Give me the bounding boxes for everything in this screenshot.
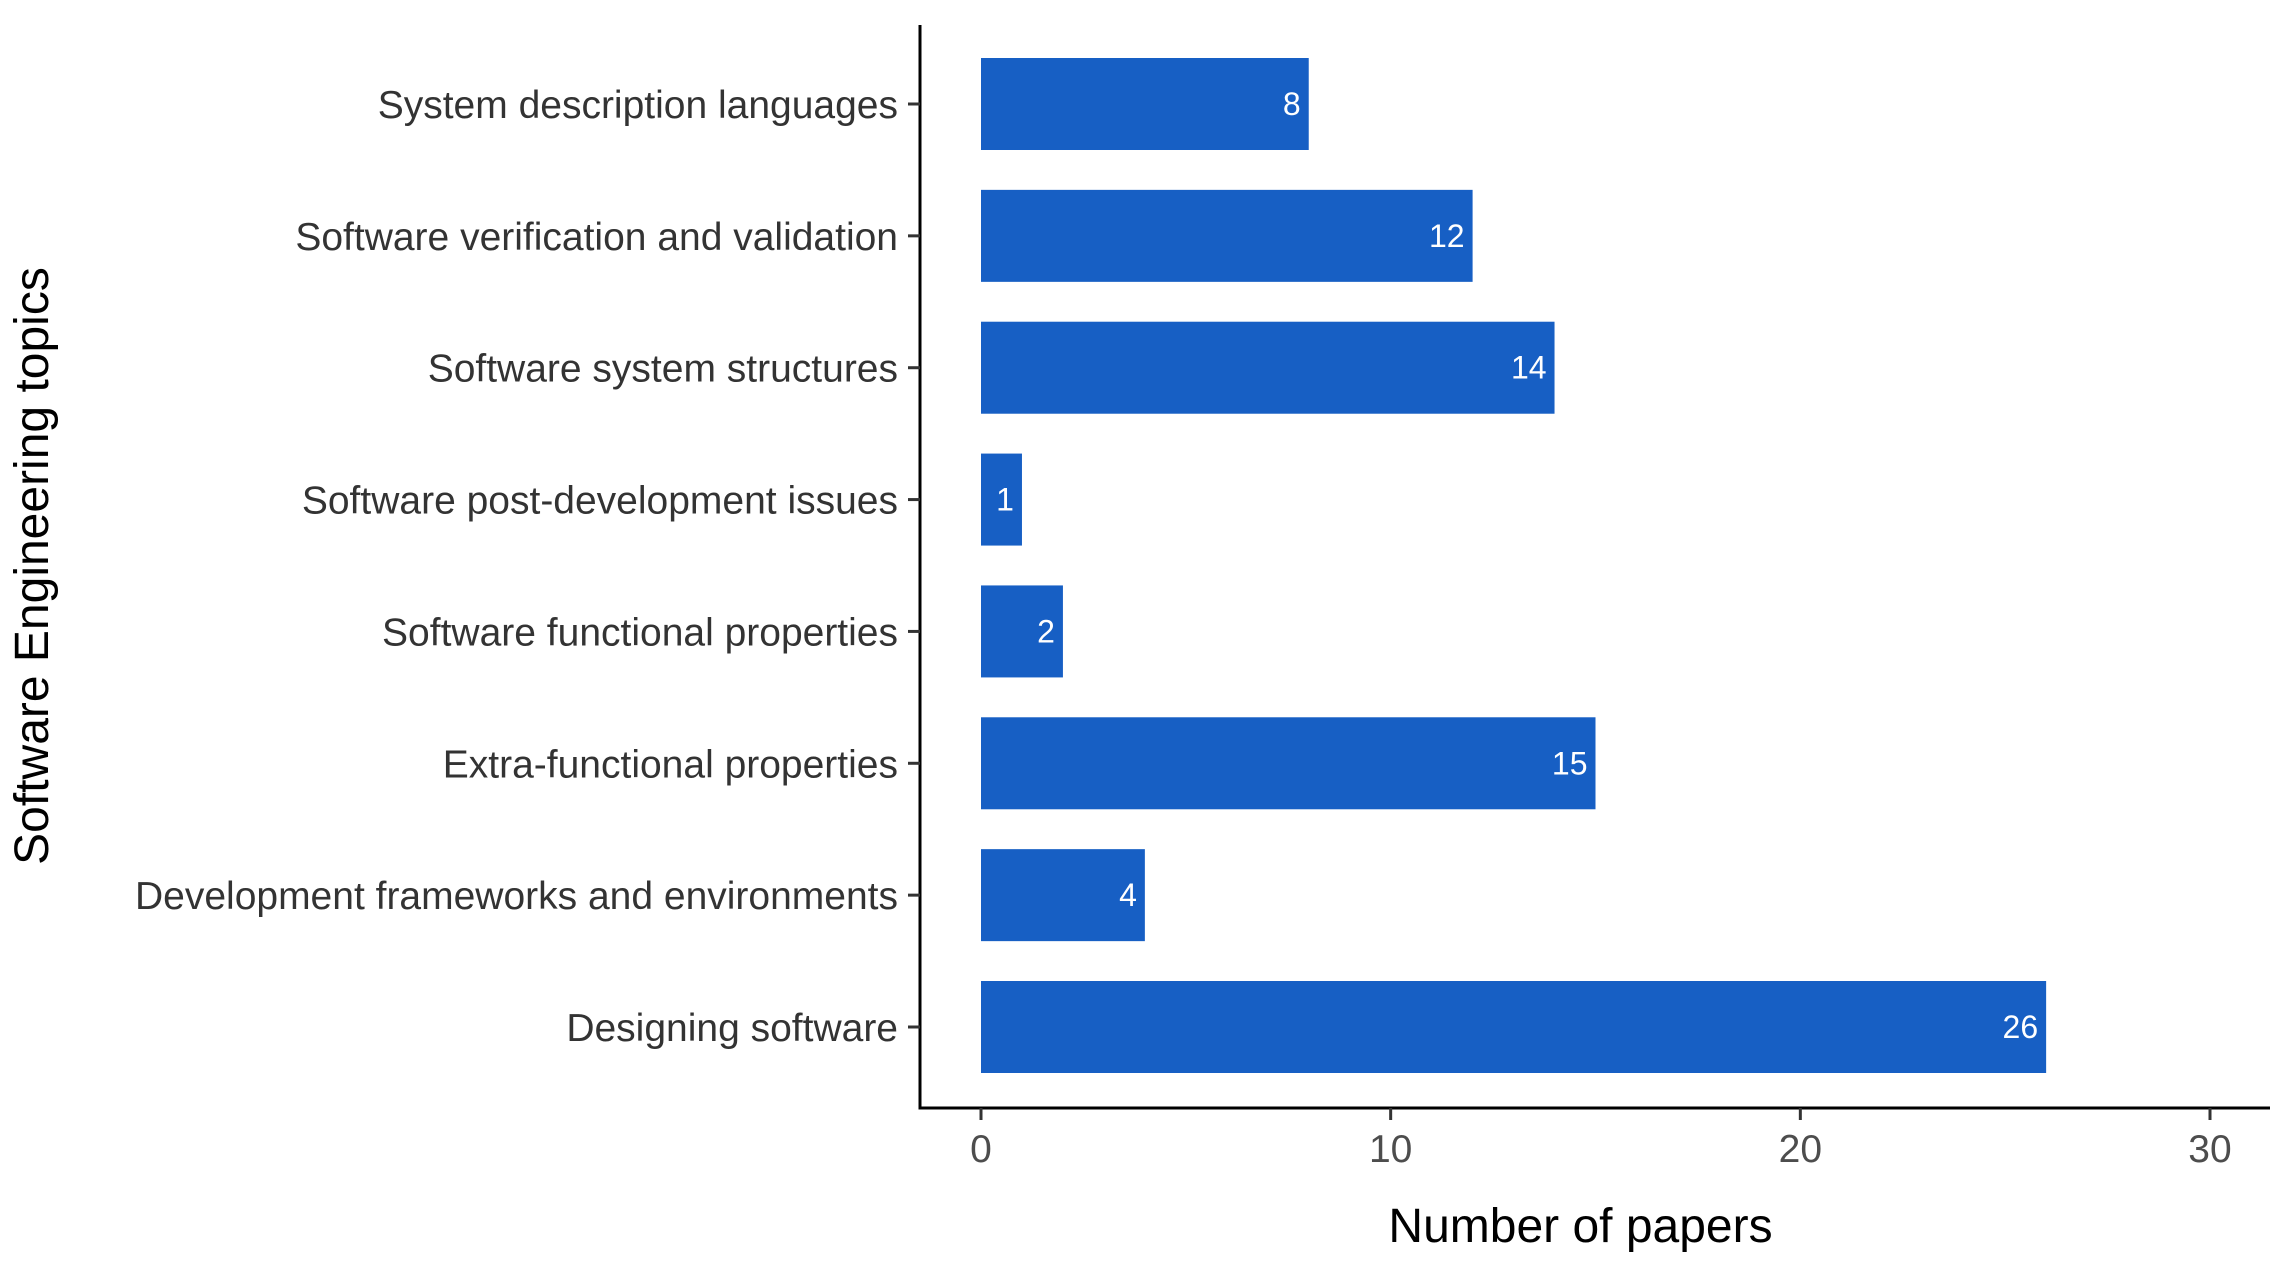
bar-value-label: 14 [1511,350,1547,386]
bar [981,717,1596,810]
y-ticks-layer: System description languages Software ver… [135,84,920,1050]
y-axis-title: Software Engineering topics [6,267,59,865]
bar-value-label: 8 [1283,86,1301,122]
y-tick-label: Software system structures [428,348,898,391]
bar [981,453,1022,546]
y-tick-label: Development frameworks and environments [135,875,898,918]
bar-value-label: 15 [1552,745,1588,781]
bar-value-label: 4 [1119,877,1137,913]
y-tick-label: Extra-functional properties [443,743,898,786]
x-axis-title: Number of papers [1388,1200,1772,1253]
y-tick-label: Software verification and validation [295,216,898,259]
bar [981,58,1309,150]
x-tick-label: 20 [1779,1128,1822,1171]
bar [981,849,1145,942]
y-tick-label: Software functional properties [382,611,898,654]
x-tick-label: 0 [970,1128,992,1171]
y-tick-label: Software post-development issues [302,480,898,523]
bar [981,321,1555,414]
y-tick-label: System description languages [378,84,898,127]
bar-value-label: 26 [2003,1009,2039,1045]
bar [981,585,1063,678]
x-tick-label: 10 [1369,1128,1412,1171]
x-tick-label: 30 [2188,1128,2231,1171]
bar [981,981,2047,1073]
x-ticks-layer: 0 10 20 30 [970,1108,2232,1171]
y-tick-label: Designing software [566,1007,898,1050]
bars-layer [981,58,2047,1073]
bar-value-label: 1 [996,482,1014,518]
bar-value-label: 12 [1429,218,1465,254]
bar-value-label: 2 [1037,613,1055,649]
bar [981,189,1473,282]
